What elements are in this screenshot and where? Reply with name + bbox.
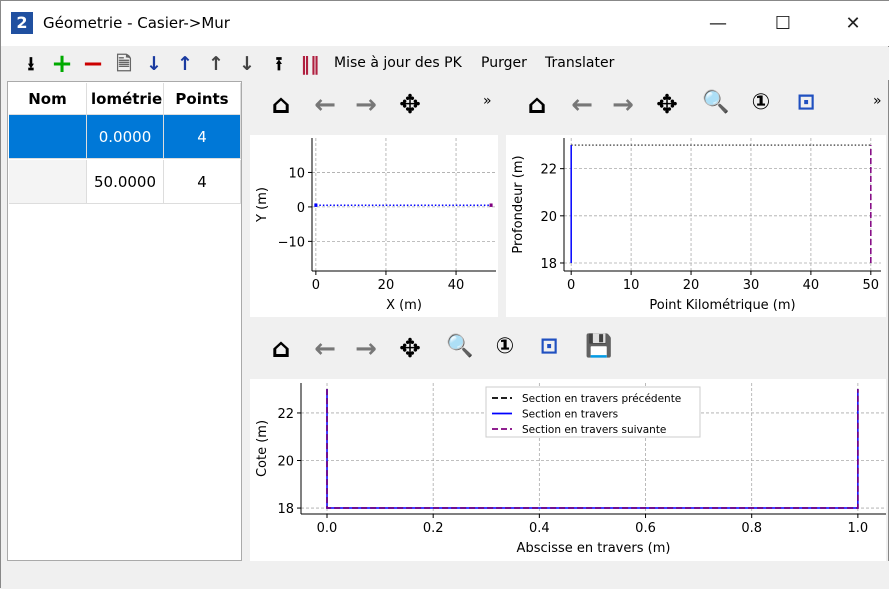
x-tick-label: 0.2 [423,521,444,536]
home-icon[interactable]: ⌂ [271,90,291,120]
move-down-icon[interactable]: ↓ [239,53,255,75]
y-tick-label: −10 [278,235,305,250]
main-toolbar: ⭳ + − 🗎 ↓ ↑ ↑ ↓ ⭱ ‖‖ Mise à jour des PK … [1,47,889,80]
x-tick-label: 40 [803,278,820,293]
pan-icon[interactable]: ✥ [399,334,421,364]
column-header-pk[interactable]: lométrie [87,83,164,115]
title-bar: 2 Géometrie - Casier->Mur — ☐ ✕ [1,1,889,46]
app-icon: 2 [11,12,33,34]
x-tick-label: 0 [312,278,320,293]
cross-section-chart[interactable]: 0.0 0.2 0.4 0.6 0.8 1.0 18 20 22 Abscisse en trav… [250,379,886,561]
sections-table: Nom lométrie Points 0.0000 4 50.0000 4 [7,81,242,561]
zoom-1-icon[interactable]: ① [751,90,771,115]
home-icon[interactable]: ⌂ [527,90,547,120]
y-tick-label: 18 [540,257,557,272]
minimize-button[interactable]: — [709,13,727,34]
table-cell-pk[interactable]: 0.0000 [87,115,164,159]
window-title: Géometrie - Casier->Mur [43,14,230,32]
zoom-1-icon[interactable]: ① [495,334,515,359]
y-tick-label: 0 [297,201,305,216]
translate-button[interactable]: Translater [545,55,615,71]
zoom-fit-icon[interactable]: ⊡ [796,90,816,115]
more-icon[interactable]: » [483,93,492,109]
legend-label: Section en travers [522,409,618,421]
x-tick-label: 0.8 [741,521,762,536]
x-tick-label: 10 [623,278,640,293]
status-bar [1,561,889,589]
table-cell-nom[interactable] [9,115,87,159]
sort-descending-icon[interactable]: ↑ [177,53,193,75]
zoom-fit-icon[interactable]: ⊡ [539,334,559,359]
x-tick-label: 40 [448,278,465,293]
longitudinal-profile-chart[interactable]: 0 10 20 30 40 50 18 20 22 Point Kilométrique (m) P… [506,135,886,317]
more-icon[interactable]: » [873,93,882,109]
column-header-nom[interactable]: Nom [9,83,87,115]
back-icon[interactable]: ← [314,334,336,364]
x-tick-label: 50 [863,278,880,293]
import-icon[interactable]: ⭳ [27,53,35,75]
forward-icon[interactable]: → [612,90,634,120]
zoom-icon[interactable]: 🔍 [446,334,474,359]
x-tick-label: 20 [378,278,395,293]
legend-box [485,386,701,438]
table-cell-nom[interactable] [9,160,87,204]
y-tick-label: 20 [277,455,294,470]
x-axis-label: Abscisse en travers (m) [517,541,671,556]
forward-icon[interactable]: → [355,334,377,364]
column-header-points[interactable]: Points [164,83,241,115]
export-icon[interactable]: ⭱ [275,53,283,75]
back-icon[interactable]: ← [571,90,593,120]
y-tick-label: 22 [277,407,294,422]
x-axis-label: X (m) [386,298,422,313]
legend-label: Section en travers suivante [522,424,666,436]
plan-view-chart[interactable]: 0 20 40 −10 0 10 X (m) Y (m) [250,135,498,317]
table-cell-points[interactable]: 4 [164,160,241,204]
forward-icon[interactable]: → [355,90,377,120]
back-icon[interactable]: ← [314,90,336,120]
legend-label: Section en travers précédente [522,393,681,405]
x-tick-label: 0.4 [529,521,550,536]
maximize-button[interactable]: ☐ [774,13,792,34]
x-axis-label: Point Kilométrique (m) [649,298,795,313]
y-tick-label: 10 [288,166,305,181]
document-icon[interactable]: 🗎 [116,53,132,75]
x-tick-label: 0.6 [635,521,656,536]
home-icon[interactable]: ⌂ [271,334,291,364]
x-tick-label: 20 [683,278,700,293]
y-tick-label: 20 [540,210,557,225]
barcode-icon[interactable]: ‖‖ [300,53,320,75]
purge-button[interactable]: Purger [481,55,527,71]
x-tick-label: 0.0 [317,521,338,536]
pan-icon[interactable]: ✥ [656,90,678,120]
y-tick-label: 18 [277,502,294,517]
sort-ascending-icon[interactable]: ↓ [146,53,162,75]
y-axis-label: Y (m) [255,187,270,223]
y-tick-label: 22 [540,163,557,178]
zoom-icon[interactable]: 🔍 [702,90,730,115]
close-button[interactable]: ✕ [845,13,861,34]
update-pk-button[interactable]: Mise à jour des PK [334,55,462,71]
x-tick-label: 0 [567,278,575,293]
table-cell-pk[interactable]: 50.0000 [87,160,164,204]
save-icon[interactable]: 💾 [585,334,613,359]
y-axis-label: Profondeur (m) [511,155,526,253]
add-icon[interactable]: + [51,49,73,79]
move-up-icon[interactable]: ↑ [208,53,224,75]
x-tick-label: 1.0 [848,521,869,536]
pan-icon[interactable]: ✥ [399,90,421,120]
remove-icon[interactable]: − [82,49,104,79]
x-tick-label: 30 [743,278,760,293]
series-line [326,389,859,509]
table-cell-points[interactable]: 4 [164,115,241,159]
y-axis-label: Cote (m) [255,420,270,477]
